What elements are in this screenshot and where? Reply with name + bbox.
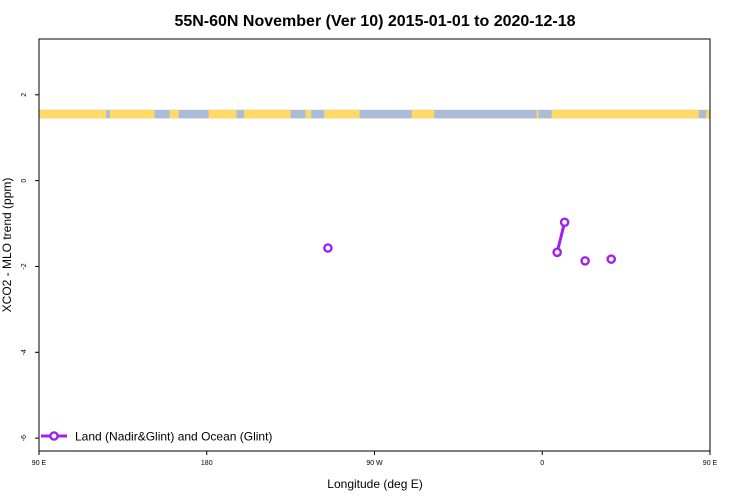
y-tick-label: -4 xyxy=(21,349,28,355)
y-tick-label: 0 xyxy=(21,179,28,183)
x-axis: 90 E 180 90 W 0 90 E xyxy=(32,451,718,467)
x-tick-label: 0 xyxy=(540,460,544,467)
series-layer xyxy=(323,217,617,266)
land-segment xyxy=(305,109,312,119)
legend-marker-swatch xyxy=(49,431,59,441)
legend-label: Land (Nadir&Glint) and Ocean (Glint) xyxy=(75,430,272,444)
land-segment xyxy=(324,109,360,119)
y-axis-label: XCO2 - MLO trend (ppm) xyxy=(0,178,14,313)
data-point xyxy=(559,217,570,228)
land-segment xyxy=(706,109,710,119)
land-segment xyxy=(536,109,539,119)
data-point xyxy=(606,254,617,264)
land-segment xyxy=(244,109,291,119)
x-tick-label: 180 xyxy=(201,460,213,467)
data-point xyxy=(552,247,562,258)
data-point xyxy=(580,256,590,266)
land-segment xyxy=(39,109,107,119)
land-segment xyxy=(109,109,155,119)
chart-title: 55N-60N November (Ver 10) 2015-01-01 to … xyxy=(174,13,575,30)
land-segment xyxy=(551,109,699,119)
data-point xyxy=(323,243,333,253)
land-ocean-strip xyxy=(39,109,710,119)
y-tick-label: -6 xyxy=(21,435,28,441)
y-axis: 2 0 -2 -4 -6 xyxy=(21,93,39,441)
x-tick-label: 90 W xyxy=(366,460,383,467)
land-segment xyxy=(411,109,435,119)
y-tick-label: 2 xyxy=(21,93,28,97)
x-axis-label: Longitude (deg E) xyxy=(327,477,422,491)
land-segment xyxy=(169,109,179,119)
x-tick-label: 90 E xyxy=(32,460,47,467)
ocean-band xyxy=(39,109,710,119)
plot-frame xyxy=(38,38,711,452)
land-segment xyxy=(208,109,237,119)
series-line xyxy=(555,221,567,253)
y-tick-label: -2 xyxy=(21,263,28,269)
x-tick-label: 90 E xyxy=(703,460,718,467)
legend: Land (Nadir&Glint) and Ocean (Glint) xyxy=(41,430,272,444)
